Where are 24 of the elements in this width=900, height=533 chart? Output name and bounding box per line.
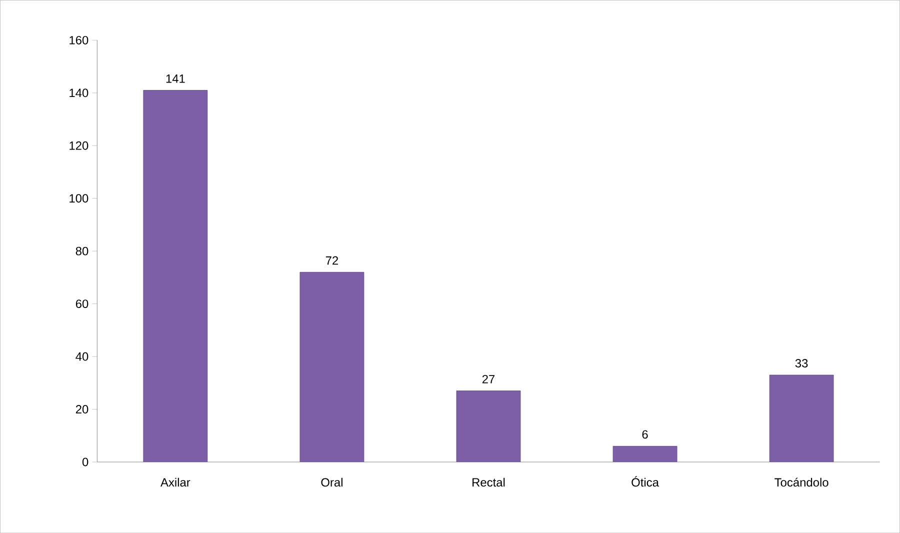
bar — [612, 446, 678, 462]
x-tick-label: Rectal — [472, 478, 505, 487]
y-tick-label: 0 — [82, 458, 88, 466]
y-tick-label: 120 — [70, 141, 88, 150]
bar — [769, 374, 834, 462]
x-tick-label: Tocándolo — [774, 478, 828, 487]
y-tick-label: 40 — [76, 352, 88, 361]
x-tick-label: Axilar — [160, 478, 190, 487]
bar — [143, 90, 208, 462]
y-tick-label: 80 — [76, 246, 88, 256]
y-tick-label: 60 — [76, 300, 88, 308]
x-tick-label: Oral — [321, 478, 342, 487]
data-label: 141 — [166, 74, 185, 83]
y-tick-label: 160 — [70, 36, 88, 44]
y-tick-label: 100 — [70, 194, 88, 202]
bar — [456, 390, 521, 462]
y-tick-label: 20 — [76, 404, 88, 414]
y-tick-label: 140 — [70, 88, 88, 98]
data-label: 33 — [795, 358, 808, 368]
data-label: 72 — [326, 256, 338, 265]
bar — [300, 272, 364, 462]
data-label: 6 — [642, 430, 648, 439]
x-tick-label: Ótica — [632, 476, 659, 487]
data-label: 27 — [482, 374, 495, 384]
